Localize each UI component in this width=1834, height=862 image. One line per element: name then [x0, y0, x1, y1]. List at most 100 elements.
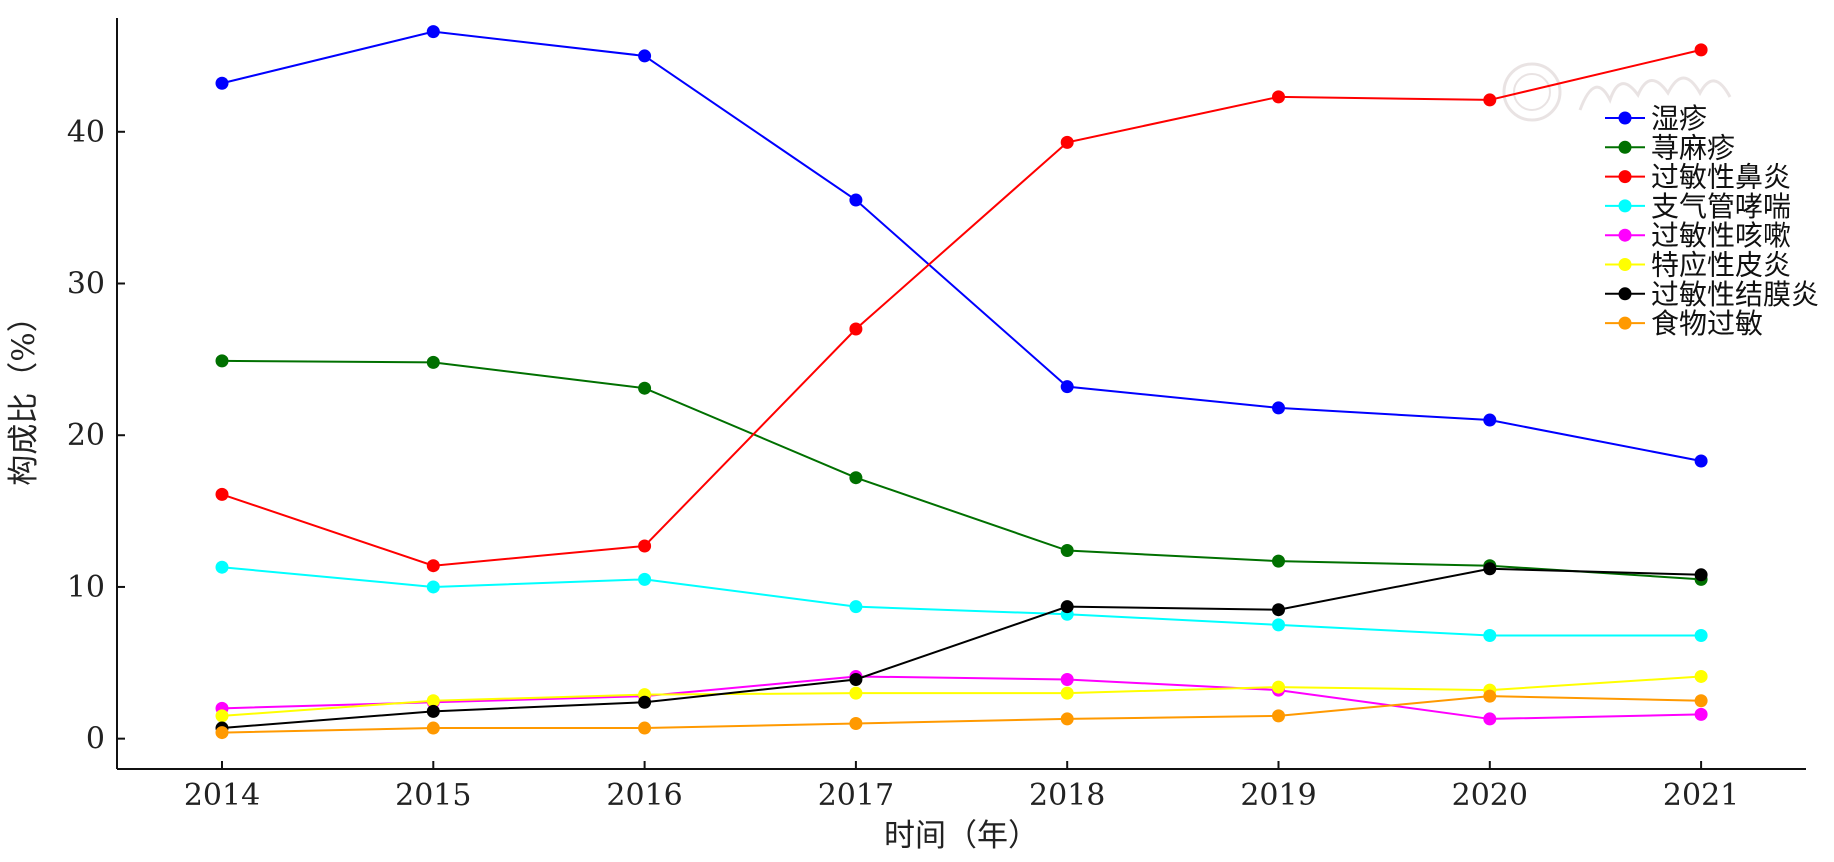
- series-2: [215, 354, 1708, 586]
- data-point: [1060, 135, 1074, 149]
- data-point: [1694, 669, 1708, 683]
- series-line: [221, 675, 1702, 717]
- y-axis-title: 构成比（%）: [6, 301, 42, 485]
- data-point: [849, 672, 863, 686]
- legend-item: 湿疹: [1605, 102, 1707, 135]
- series-line: [221, 695, 1702, 734]
- data-point: [638, 721, 652, 735]
- legend-item: 过敏性结膜炎: [1605, 278, 1819, 311]
- legend-label: 过敏性鼻炎: [1651, 161, 1791, 194]
- watermark-logo: [1502, 62, 1732, 122]
- x-tick-label: 2016: [606, 778, 682, 813]
- legend-label: 过敏性结膜炎: [1651, 278, 1819, 311]
- y-tick-label: 20: [67, 418, 105, 453]
- data-point: [1694, 454, 1708, 468]
- data-point: [849, 322, 863, 336]
- legend-marker: [1618, 199, 1632, 213]
- data-point: [849, 600, 863, 614]
- data-point: [1483, 712, 1497, 726]
- data-point: [849, 716, 863, 730]
- series-7: [215, 562, 1708, 735]
- series-line: [221, 675, 1702, 720]
- data-point: [1483, 689, 1497, 703]
- data-point: [215, 487, 229, 501]
- data-point: [426, 559, 440, 573]
- data-point: [849, 193, 863, 207]
- data-point: [1272, 401, 1285, 415]
- data-point: [1272, 680, 1285, 694]
- data-point: [1060, 380, 1074, 394]
- legend-item: 食物过敏: [1605, 307, 1763, 340]
- legend-marker: [1618, 228, 1632, 242]
- data-point: [215, 709, 229, 723]
- data-point: [638, 539, 652, 553]
- data-point: [1483, 413, 1497, 427]
- data-point: [638, 572, 652, 586]
- x-axis-title: 时间（年）: [884, 818, 1039, 854]
- data-point: [426, 580, 440, 594]
- data-point: [1483, 562, 1497, 576]
- legend-label: 湿疹: [1651, 102, 1707, 135]
- data-point: [1483, 628, 1497, 642]
- data-point: [1272, 90, 1285, 104]
- x-tick-label: 2015: [395, 778, 471, 813]
- data-point: [638, 49, 652, 63]
- axes: 2014 2015 2016 2017 2018 2019 2020 2021 0 10 20 30 4…: [67, 18, 1806, 813]
- data-point: [426, 355, 440, 369]
- legend-marker: [1618, 258, 1632, 271]
- data-point: [1272, 603, 1285, 617]
- y-tick-label: 40: [67, 115, 105, 150]
- data-point: [1060, 712, 1074, 726]
- y-tick-label: 10: [67, 570, 105, 605]
- data-point: [1483, 93, 1497, 107]
- series-1: [215, 25, 1708, 468]
- data-point: [215, 76, 229, 90]
- legend-item: 过敏性咳嗽: [1605, 219, 1791, 252]
- data-point: [215, 560, 229, 574]
- x-tick-label: 2020: [1452, 778, 1528, 813]
- series-line: [221, 30, 1702, 462]
- legend-marker: [1618, 287, 1632, 301]
- series-line: [221, 48, 1702, 567]
- x-tick-label: 2018: [1029, 778, 1105, 813]
- legend-marker: [1618, 111, 1632, 125]
- series-line: [221, 567, 1702, 730]
- series-8: [215, 689, 1708, 740]
- series-6: [215, 669, 1708, 723]
- data-point: [215, 354, 229, 368]
- legend-marker: [1618, 170, 1632, 184]
- legend-item: 支气管哮喘: [1605, 190, 1791, 223]
- legend-label: 荨麻疹: [1651, 131, 1735, 164]
- data-point: [1694, 628, 1708, 642]
- series-4: [215, 560, 1708, 642]
- data-point: [426, 694, 440, 708]
- data-point: [638, 695, 652, 709]
- x-tick-label: 2017: [818, 778, 894, 813]
- data-point: [1694, 707, 1708, 721]
- legend-item: 特应性皮炎: [1605, 249, 1791, 282]
- legend-marker: [1618, 316, 1632, 330]
- data-point: [1060, 600, 1074, 614]
- legend-label: 支气管哮喘: [1651, 190, 1791, 223]
- data-point: [426, 704, 440, 718]
- series-layer: [215, 25, 1708, 740]
- data-point: [1694, 694, 1708, 708]
- data-point: [849, 471, 863, 485]
- data-point: [1060, 672, 1074, 686]
- data-point: [426, 721, 440, 735]
- legend-label: 特应性皮炎: [1651, 249, 1791, 282]
- data-point: [1060, 686, 1074, 700]
- data-point: [638, 381, 652, 395]
- data-point: [1694, 568, 1708, 582]
- data-point: [1060, 544, 1074, 558]
- data-point: [426, 25, 440, 39]
- series-3: [215, 43, 1708, 573]
- data-point: [1694, 43, 1708, 57]
- x-tick-label: 2021: [1663, 778, 1739, 813]
- legend-label: 过敏性咳嗽: [1651, 219, 1791, 252]
- x-tick-label: 2014: [184, 778, 260, 813]
- legend-item: 过敏性鼻炎: [1605, 161, 1791, 194]
- x-tick-label: 2019: [1240, 778, 1316, 813]
